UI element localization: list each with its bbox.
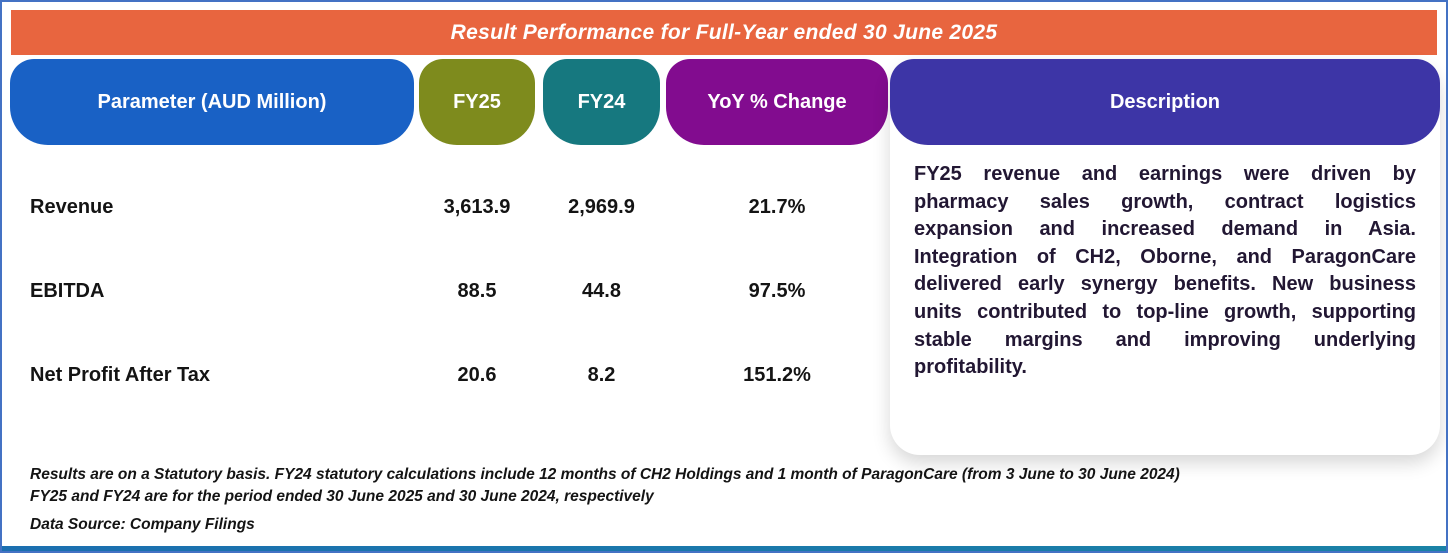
row-label-ebitda: EBITDA (30, 280, 105, 302)
column-header-parameter: Parameter (AUD Million) (10, 59, 414, 145)
ebitda-fy25-value: 88.5 (457, 280, 497, 302)
description-card: Description FY25 revenue and earnings we… (890, 59, 1440, 455)
bottom-accent-bar (2, 546, 1446, 551)
data-source-note: Data Source: Company Filings (30, 516, 255, 533)
row-label-revenue: Revenue (30, 196, 114, 218)
column-header-description: Description (890, 59, 1440, 145)
npat-yoy-value: 151.2% (743, 364, 811, 386)
footnote-period-ended: FY25 and FY24 are for the period ended 3… (30, 488, 654, 505)
revenue-fy24-value: 2,969.9 (568, 196, 635, 218)
column-header-fy24: FY24 (543, 59, 660, 145)
npat-fy24-value: 8.2 (587, 364, 616, 386)
column-header-fy25-label: FY25 (453, 90, 501, 113)
column-header-fy25: FY25 (419, 59, 535, 145)
column-header-parameter-label: Parameter (AUD Million) (97, 90, 327, 113)
row-label-net-profit-after-tax: Net Profit After Tax (30, 364, 211, 386)
column-header-yoy-change: YoY % Change (666, 59, 888, 145)
description-text: FY25 revenue and earnings were driven by… (914, 163, 1416, 379)
revenue-fy25-value: 3,613.9 (443, 196, 511, 218)
ebitda-yoy-value: 97.5% (748, 280, 806, 302)
page-title: Result Performance for Full-Year ended 3… (450, 20, 998, 44)
npat-fy25-value: 20.6 (457, 364, 497, 386)
revenue-yoy-value: 21.7% (748, 196, 806, 218)
ebitda-fy24-value: 44.8 (582, 280, 621, 302)
title-bar: Result Performance for Full-Year ended 3… (11, 10, 1437, 55)
column-header-fy24-label: FY24 (577, 90, 626, 113)
footnote-statutory-basis: Results are on a Statutory basis. FY24 s… (30, 466, 1180, 483)
column-header-description-label: Description (1109, 90, 1221, 113)
column-header-yoy-change-label: YoY % Change (707, 90, 847, 113)
